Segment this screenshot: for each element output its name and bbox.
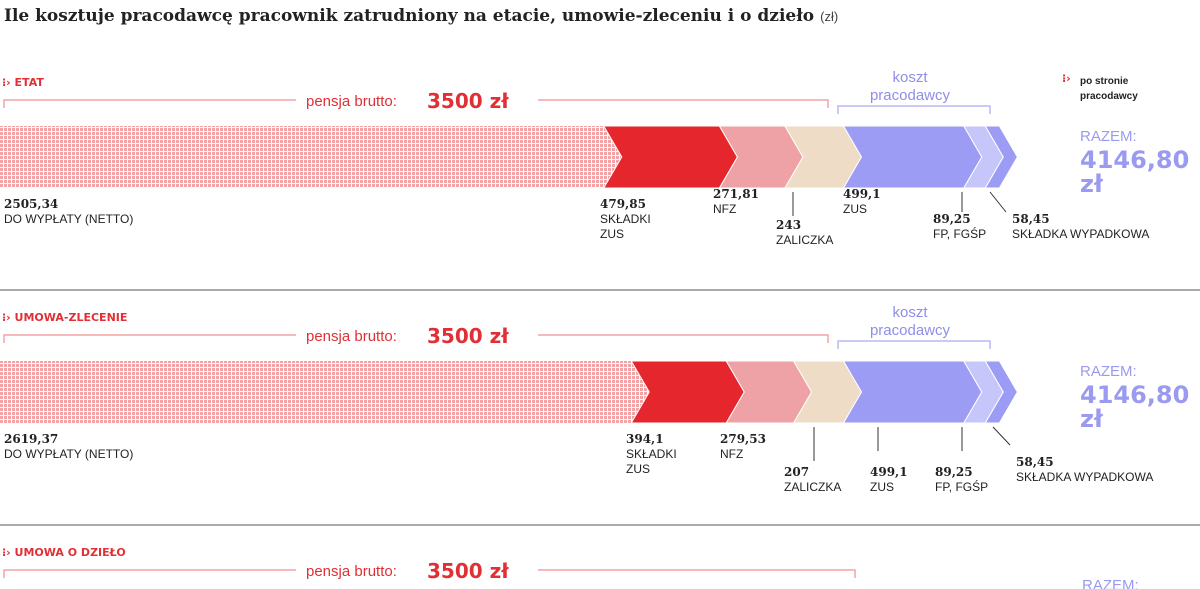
value-fp: 89,25	[935, 465, 973, 479]
razem-value: 4146,80	[1080, 381, 1189, 409]
section-label: ⁝› UMOWA-ZLECENIE	[2, 311, 127, 324]
bar-zus	[602, 125, 739, 189]
label-zaliczka-0: ZALICZKA	[784, 480, 841, 494]
value-fp: 89,25	[933, 212, 971, 226]
unit-label: (zł)	[820, 9, 839, 24]
label-zus-1: ZUS	[626, 462, 650, 476]
brutto-bracket-right	[538, 334, 829, 343]
koszt-label-2: pracodawcy	[870, 87, 951, 104]
title-text: Ile kosztuje pracodawcę pracownik zatrud…	[4, 6, 815, 26]
razem-label: RAZEM:	[1080, 128, 1137, 145]
brutto-value: 3500 zł	[427, 559, 509, 583]
value-zus: 394,1	[626, 432, 664, 446]
koszt-label-1: koszt	[892, 69, 928, 86]
value-zaliczka: 207	[784, 465, 809, 479]
bar-wypadkowa	[984, 125, 1018, 189]
label-fp-0: FP, FGŚP	[935, 479, 988, 494]
razem-label-partial: RAZEM:	[1082, 577, 1139, 589]
section-1: ⁝› UMOWA-ZLECENIE pensja brutto: 3500 zł ko…	[0, 289, 1200, 494]
label-netto-0: DO WYPŁATY (NETTO)	[4, 212, 133, 226]
value-pracodawca_zus: 499,1	[870, 465, 908, 479]
value-wypadkowa: 58,45	[1012, 212, 1050, 226]
leader-wypadkowa	[989, 191, 1007, 213]
label-wypadkowa-0: SKŁADKA WYPADKOWA	[1016, 470, 1153, 484]
chart-title: Ile kosztuje pracodawcę pracownik zatrud…	[4, 6, 838, 26]
bar-netto	[0, 361, 650, 423]
label-nfz-0: NFZ	[720, 447, 743, 461]
brutto-bracket-left	[3, 334, 296, 343]
bar-netto	[0, 126, 622, 188]
section-label: ⁝› UMOWA O DZIEŁO	[2, 546, 126, 559]
label-fp-0: FP, FGŚP	[933, 226, 986, 241]
koszt-label-1: koszt	[892, 304, 928, 321]
brutto-bracket-left	[3, 569, 296, 578]
value-nfz: 279,53	[720, 432, 766, 446]
brutto-label: pensja brutto:	[306, 93, 397, 110]
brutto-value: 3500 zł	[427, 324, 509, 348]
section-label: ⁝› ETAT	[2, 76, 44, 89]
label-pracodawca_zus-0: ZUS	[843, 202, 867, 216]
koszt-bracket	[837, 105, 991, 114]
legend: ⁝› po stronie pracodawcy	[1062, 72, 1138, 102]
value-wypadkowa: 58,45	[1016, 455, 1054, 469]
label-netto-0: DO WYPŁATY (NETTO)	[4, 447, 133, 461]
razem-unit: zł	[1080, 170, 1104, 198]
brutto-bracket-right	[538, 99, 829, 108]
koszt-bracket	[837, 340, 991, 349]
bar-pracodawca_zus	[842, 125, 983, 189]
label-zus-0: SKŁADKI	[626, 447, 677, 461]
brutto-bracket-right	[538, 569, 856, 578]
leader-wypadkowa	[992, 426, 1011, 446]
razem-unit: zł	[1080, 405, 1104, 433]
value-pracodawca_zus: 499,1	[843, 187, 881, 201]
bar-pracodawca_zus	[842, 360, 983, 424]
label-wypadkowa-0: SKŁADKA WYPADKOWA	[1012, 227, 1149, 241]
label-nfz-0: NFZ	[713, 202, 736, 216]
value-nfz: 271,81	[713, 187, 759, 201]
label-zus-1: ZUS	[600, 227, 624, 241]
value-zus: 479,85	[600, 197, 646, 211]
section-2: ⁝› UMOWA O DZIEŁO pensja brutto: 3500 zł RA…	[0, 524, 1200, 589]
label-zus-0: SKŁADKI	[600, 212, 651, 226]
value-zaliczka: 243	[776, 218, 801, 232]
value-netto: 2505,34	[4, 197, 58, 211]
legend-marker: ⁝›	[1062, 72, 1071, 85]
razem-value: 4146,80	[1080, 146, 1189, 174]
value-netto: 2619,37	[4, 432, 58, 446]
brutto-label: pensja brutto:	[306, 328, 397, 345]
brutto-bracket-left	[3, 99, 296, 108]
brutto-value: 3500 zł	[427, 89, 509, 113]
bar-wypadkowa	[984, 360, 1018, 424]
label-pracodawca_zus-0: ZUS	[870, 480, 894, 494]
legend-line-2: pracodawcy	[1080, 91, 1138, 102]
razem-label: RAZEM:	[1080, 363, 1137, 380]
koszt-label-2: pracodawcy	[870, 322, 951, 339]
legend-line-1: po stronie	[1080, 76, 1129, 87]
brutto-label: pensja brutto:	[306, 563, 397, 580]
label-zaliczka-0: ZALICZKA	[776, 233, 833, 247]
